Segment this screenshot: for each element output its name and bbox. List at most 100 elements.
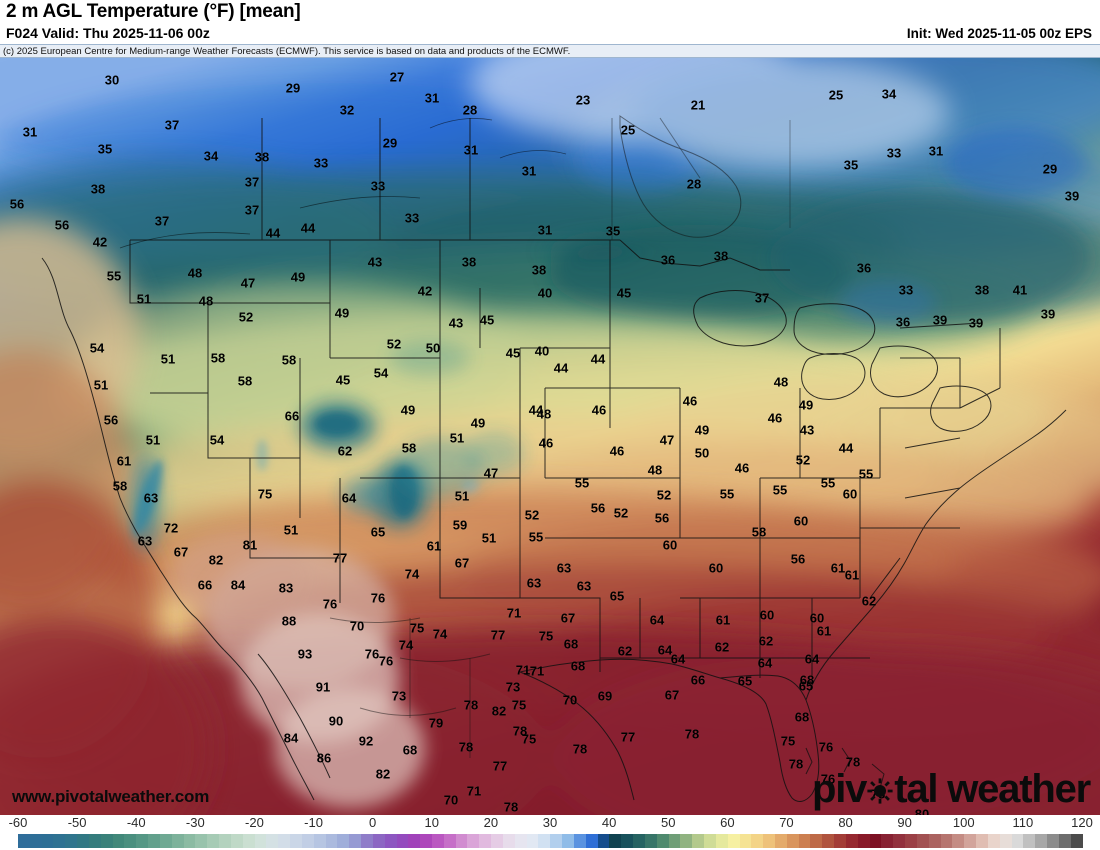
colorbar-cell: [420, 834, 432, 848]
colorbar-cell: [1035, 834, 1048, 848]
colorbar-cell: [609, 834, 622, 848]
colorbar-cell: [479, 834, 492, 848]
model-init-time: Init: Wed 2025-11-05 00z EPS: [906, 26, 1092, 41]
colorbar-cell: [798, 834, 811, 848]
colorbar-cell: [408, 834, 421, 848]
colorbar-cell: [41, 834, 54, 848]
colorbar-cell: [136, 834, 149, 848]
colorbar-cell: [822, 834, 835, 848]
copyright-text: (c) 2025 European Centre for Medium-rang…: [3, 46, 571, 57]
colorbar-cell: [1023, 834, 1036, 848]
colorbar-cell: [219, 834, 231, 848]
colorbar-tick: 100: [952, 815, 975, 830]
colorbar-cell: [786, 834, 799, 848]
colorbar-cell: [585, 834, 598, 848]
colorbar-cell: [905, 834, 917, 848]
colorbar-cell: [171, 834, 184, 848]
colorbar-cell: [964, 834, 977, 848]
colorbar-cell: [361, 834, 373, 848]
colorbar-tick: 70: [779, 815, 794, 830]
colorbar-cell: [751, 834, 764, 848]
colorbar-cell: [396, 834, 409, 848]
colorbar-cell: [290, 834, 302, 848]
colorbar-cell: [455, 834, 468, 848]
colorbar-tick: 120: [1071, 815, 1093, 830]
colorbar-gradient-strip: [18, 834, 1083, 848]
colorbar-cell: [148, 834, 160, 848]
gear-sun-icon: [867, 778, 893, 804]
colorbar-tick: 80: [838, 815, 853, 830]
colorbar-cell: [53, 834, 66, 848]
site-url-watermark: www.pivotalweather.com: [12, 787, 210, 806]
colorbar-cell: [999, 834, 1012, 848]
colorbar-cell: [940, 834, 953, 848]
colorbar-cell: [1047, 834, 1059, 848]
colorbar-cell: [467, 834, 480, 848]
colorbar-cell: [893, 834, 906, 848]
colorbar-cell: [1058, 834, 1071, 848]
colorbar-cell: [372, 834, 385, 848]
colorbar-cell: [739, 834, 752, 848]
colorbar-cell: [633, 834, 645, 848]
colorbar-cell: [301, 834, 314, 848]
colorbar-tick: 110: [1012, 815, 1034, 830]
colorbar-cell: [763, 834, 775, 848]
colorbar-cell: [538, 834, 551, 848]
page-title: 2 m AGL Temperature (°F) [mean]: [6, 1, 301, 22]
colorbar-cell: [715, 834, 728, 848]
colorbar-cell: [313, 834, 326, 848]
colorbar-cell: [195, 834, 208, 848]
colorbar-cell: [1070, 834, 1083, 848]
logo-text-left: piv: [812, 767, 867, 811]
colorbar-cell: [325, 834, 338, 848]
colorbar-cell: [100, 834, 113, 848]
colorbar-cell: [337, 834, 350, 848]
colorbar-tick: 30: [542, 815, 558, 830]
colorbar-cell: [266, 834, 279, 848]
colorbar-cell: [384, 834, 397, 848]
colorbar-cell: [845, 834, 858, 848]
colorbar-cell: [680, 834, 693, 848]
colorbar-tick-labels: -60 -50 -40 -30 -20 -10 0 10 20 30 40 50 60 70 80 90 100…: [0, 815, 1100, 833]
colorbar-cell: [668, 834, 681, 848]
colorbar-cell: [597, 834, 610, 848]
colorbar-tick: 0: [369, 815, 377, 830]
colorbar-tick: 60: [720, 815, 735, 830]
copyright-bar: (c) 2025 European Centre for Medium-rang…: [0, 44, 1100, 58]
colorbar-tick: -40: [126, 815, 146, 830]
colorbar-tick: -50: [67, 815, 87, 830]
colorbar-cell: [29, 834, 42, 848]
colorbar-cell: [349, 834, 362, 848]
colorbar-cell: [916, 834, 929, 848]
colorbar-cell: [254, 834, 267, 848]
colorbar-cell: [207, 834, 220, 848]
colorbar-tick: 10: [424, 815, 439, 830]
colorbar-cell: [881, 834, 894, 848]
colorbar-cell: [514, 834, 527, 848]
map-raster: [0, 58, 1100, 815]
colorbar-cell: [242, 834, 255, 848]
colorbar-cell: [692, 834, 705, 848]
colorbar-cell: [976, 834, 988, 848]
colorbar-cell: [183, 834, 196, 848]
colorbar-cell: [491, 834, 503, 848]
colorbar-cell: [857, 834, 870, 848]
colorbar-tick: -20: [245, 815, 264, 830]
colorbar-cell: [869, 834, 882, 848]
colorbar-cell: [727, 834, 740, 848]
colorbar-tick: 90: [897, 815, 912, 830]
colorbar-tick: -60: [8, 815, 28, 830]
temperature-map[interactable]: 30 29 31 37 35 34 38 33 38 37 37 56 56 42 37 44 44 55 27 31…: [0, 58, 1100, 815]
colorbar-cell: [834, 834, 846, 848]
colorbar-cell: [230, 834, 243, 848]
colorbar-cell: [18, 834, 30, 848]
colorbar-tick: -30: [185, 815, 205, 830]
colorbar-cell: [704, 834, 716, 848]
colorbar-cell: [526, 834, 539, 848]
colorbar-cell: [810, 834, 823, 848]
forecast-valid-time: F024 Valid: Thu 2025-11-06 00z: [6, 25, 210, 41]
colorbar[interactable]: -60 -50 -40 -30 -20 -10 0 10 20 30 40 50 60 70 80 90 100…: [0, 815, 1100, 850]
colorbar-cell: [656, 834, 669, 848]
colorbar-cell: [952, 834, 965, 848]
colorbar-cell: [77, 834, 89, 848]
